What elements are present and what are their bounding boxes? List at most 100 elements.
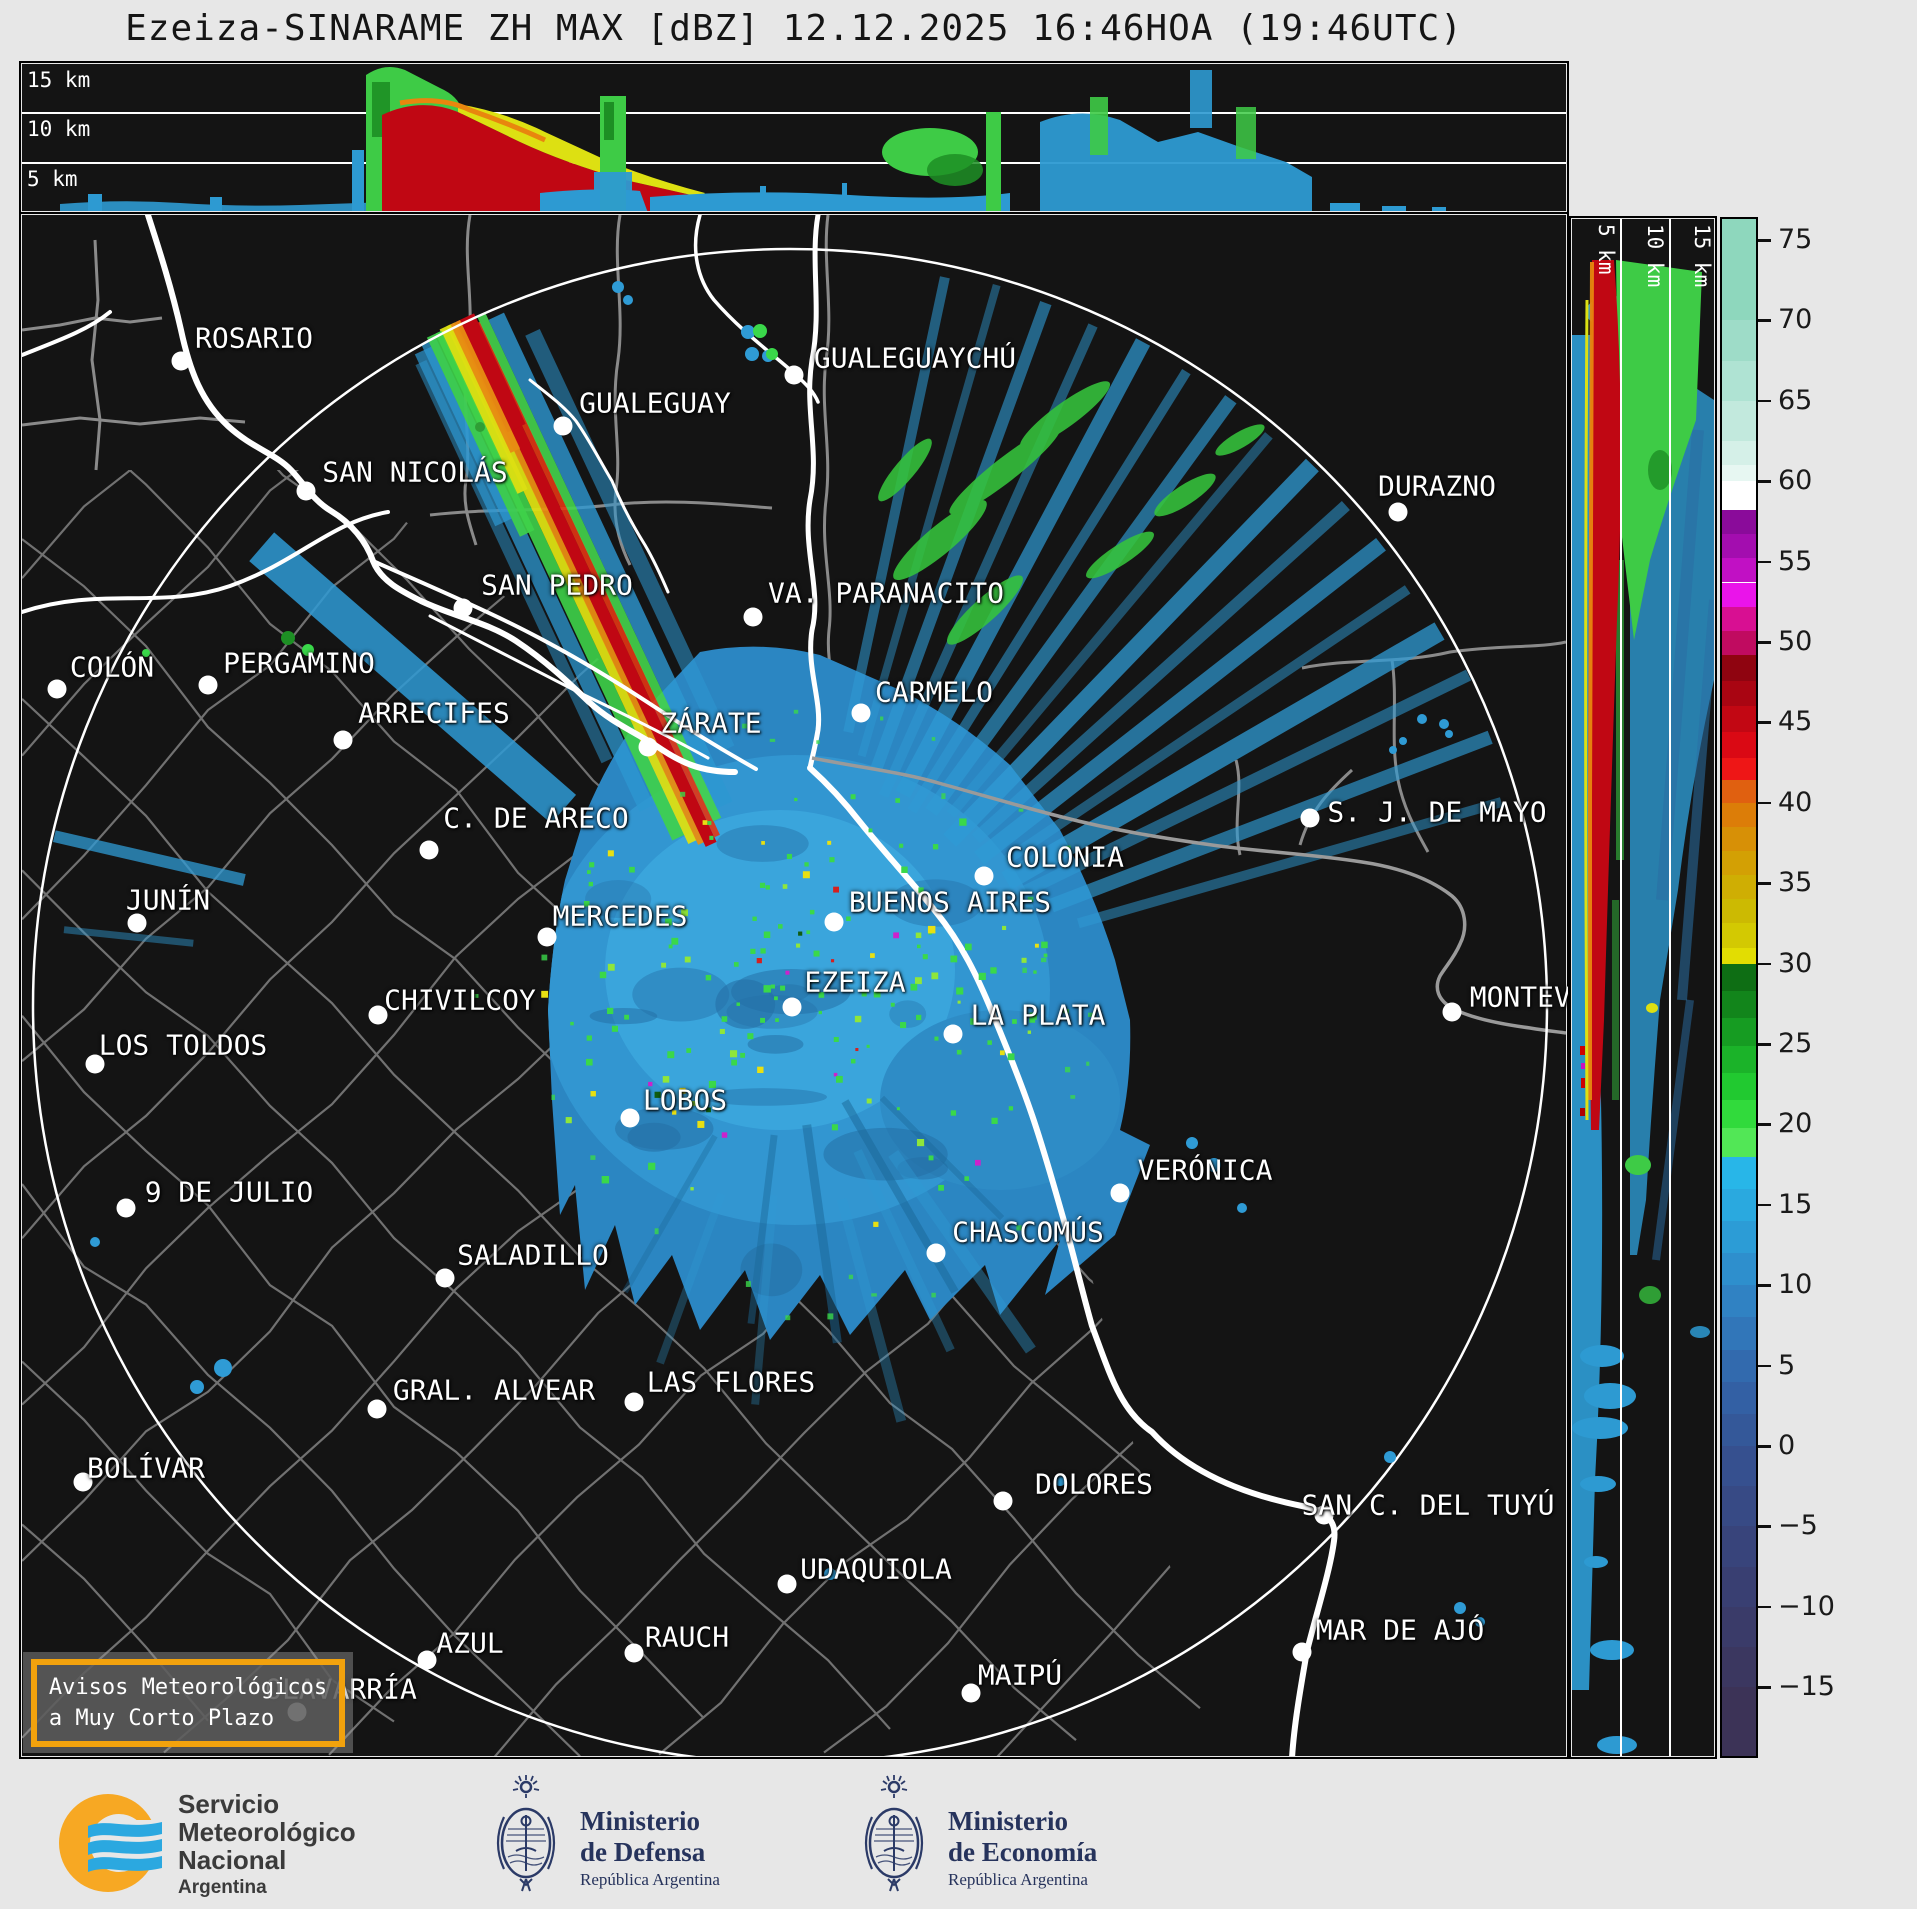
city-dot bbox=[961, 1683, 981, 1703]
city-dot bbox=[85, 1054, 105, 1074]
city-dot bbox=[553, 416, 573, 436]
colorbar-segment bbox=[1722, 1253, 1756, 1286]
city-label: BOLÍVAR bbox=[86, 1451, 206, 1485]
colorbar-segment bbox=[1722, 558, 1756, 583]
ministerio-economia-wordmark: Ministerio de Economía República Argenti… bbox=[948, 1806, 1098, 1889]
colorbar-segment bbox=[1722, 757, 1756, 781]
colorbar-segment bbox=[1722, 320, 1756, 361]
city-label: MONTEVIDEO bbox=[1469, 980, 1568, 1014]
smn-wordmark: Servicio Meteorológico Nacional Argentin… bbox=[178, 1789, 356, 1898]
city-label: 9 DE JULIO bbox=[144, 1175, 314, 1209]
colorbar-segment bbox=[1722, 630, 1756, 655]
colorbar-segment bbox=[1722, 481, 1756, 511]
ministerio-defensa-wordmark: Ministerio de Defensa República Argentin… bbox=[580, 1806, 720, 1889]
colorbar-segment bbox=[1722, 1446, 1756, 1487]
city-label: VA. PARANACITO bbox=[767, 576, 1005, 610]
city-dot bbox=[1314, 1505, 1334, 1525]
colorbar-segment bbox=[1722, 534, 1756, 559]
city-label: C. DE ARECO bbox=[443, 801, 629, 835]
colorbar-segment bbox=[1722, 1188, 1756, 1221]
colorbar-segment bbox=[1722, 1045, 1756, 1073]
colorbar-tick-label: 35 bbox=[1778, 867, 1813, 899]
city-dot bbox=[537, 927, 557, 947]
colorbar-tick bbox=[1758, 962, 1771, 966]
colorbar-tick-label: −15 bbox=[1778, 1671, 1835, 1703]
colorbar-tick-label: 55 bbox=[1778, 545, 1813, 577]
colorbar-segment bbox=[1722, 706, 1756, 733]
top-alt-10km-label: 10 km bbox=[27, 117, 91, 141]
city-dot bbox=[943, 1024, 963, 1044]
colorbar-tick-label: 50 bbox=[1778, 625, 1813, 657]
city-label: LOS TOLDOS bbox=[98, 1028, 268, 1062]
smn-logo bbox=[59, 1794, 173, 1892]
city-label: COLÓN bbox=[69, 650, 155, 684]
right-cross-section-echo bbox=[1572, 260, 1714, 1754]
top-cross-section-echo bbox=[60, 66, 1446, 211]
colorbar-tick bbox=[1758, 1445, 1771, 1448]
colorbar-segment bbox=[1722, 510, 1756, 535]
city-dot bbox=[1442, 1002, 1462, 1022]
colorbar-tick bbox=[1758, 721, 1771, 724]
colorbar-segment bbox=[1722, 1220, 1756, 1254]
colorbar-segment bbox=[1722, 1100, 1756, 1128]
colorbar-segment bbox=[1722, 400, 1756, 441]
colorbar-tick-label: 5 bbox=[1778, 1349, 1796, 1381]
colorbar-segment bbox=[1722, 219, 1756, 321]
city-label: GRAL. ALVEAR bbox=[392, 1373, 596, 1407]
city-dot bbox=[198, 675, 218, 695]
city-label: ZÁRATE bbox=[660, 706, 762, 740]
city-label: MAIPÚ bbox=[977, 1658, 1063, 1692]
city-dot bbox=[73, 1472, 93, 1492]
city-label: SAN PEDRO bbox=[481, 568, 633, 602]
right-alt-15km-label: 15 km bbox=[1690, 224, 1714, 288]
city-dot bbox=[116, 1198, 136, 1218]
defensa-coat-of-arms-icon bbox=[496, 1775, 556, 1892]
colorbar-tick bbox=[1758, 1123, 1771, 1126]
colorbar-tick-label: 30 bbox=[1778, 947, 1813, 979]
colorbar-tick-label: −5 bbox=[1778, 1510, 1818, 1542]
city-dot bbox=[638, 737, 658, 757]
city-label: DOLORES bbox=[1034, 1467, 1154, 1501]
city-label: LAS FLORES bbox=[646, 1365, 816, 1399]
city-label: MERCEDES bbox=[552, 899, 688, 933]
colorbar-segment bbox=[1722, 802, 1756, 827]
colorbar-segment bbox=[1722, 851, 1756, 876]
colorbar-tick bbox=[1758, 1686, 1771, 1689]
warning-box: Avisos Meteorológicos a Muy Corto Plazo bbox=[23, 1652, 353, 1753]
city-dot bbox=[974, 866, 994, 886]
city-label: BUENOS AIRES bbox=[848, 885, 1052, 919]
city-label: MAR DE AJÓ bbox=[1315, 1613, 1485, 1647]
city-dot bbox=[419, 840, 439, 860]
colorbar-tick-label: 25 bbox=[1778, 1027, 1813, 1059]
city-label: JUNÍN bbox=[125, 883, 211, 917]
city-layer: ROSARIO GUALEGUAYCHÚ GUALEGUAY SAN NICOLÁS D… bbox=[20, 213, 1568, 1758]
colorbar-tick bbox=[1758, 560, 1771, 564]
city-dot bbox=[47, 679, 67, 699]
colorbar-segment bbox=[1722, 1317, 1756, 1350]
colorbar-segment bbox=[1722, 875, 1756, 900]
colorbar-tick bbox=[1758, 480, 1771, 483]
right-alt-10km-label: 10 km bbox=[1643, 224, 1667, 288]
city-dot bbox=[453, 598, 473, 618]
smn-country: Argentina bbox=[178, 1877, 267, 1898]
city-label: UDAQUIOLA bbox=[800, 1552, 952, 1586]
colorbar-segment bbox=[1722, 1072, 1756, 1101]
city-dot bbox=[851, 703, 871, 723]
colorbar-segment bbox=[1722, 360, 1756, 401]
city-label: ARRECIFES bbox=[358, 696, 510, 730]
colorbar-tick-label: 20 bbox=[1778, 1108, 1813, 1140]
colorbar-segment bbox=[1722, 899, 1756, 924]
city-label: RAUCH bbox=[644, 1620, 730, 1654]
city-dot bbox=[624, 1392, 644, 1412]
colorbar-segment bbox=[1722, 582, 1756, 607]
city-dot bbox=[368, 1005, 388, 1025]
colorbar-tick bbox=[1758, 1043, 1771, 1046]
city-label: DURAZNO bbox=[1377, 469, 1497, 503]
city-dot bbox=[1388, 502, 1408, 522]
colorbar-segment bbox=[1722, 826, 1756, 852]
city-dot bbox=[782, 997, 802, 1017]
city-label: LOBOS bbox=[642, 1083, 728, 1117]
colorbar-tick-label: 60 bbox=[1778, 465, 1813, 497]
city-label: VERÓNICA bbox=[1137, 1153, 1273, 1187]
colorbar-tick bbox=[1758, 319, 1771, 322]
